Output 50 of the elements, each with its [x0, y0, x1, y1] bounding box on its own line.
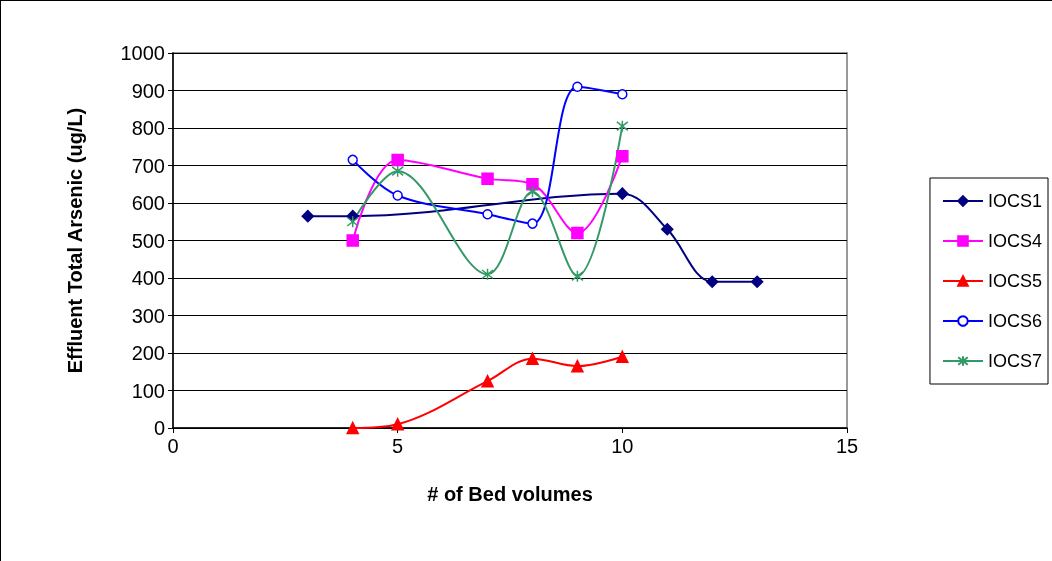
x-tick-label: 10 [611, 435, 634, 457]
point [705, 275, 719, 288]
point [526, 352, 539, 365]
point [391, 418, 404, 431]
point [571, 269, 584, 283]
point [391, 164, 404, 178]
point [482, 209, 493, 220]
y-axis-title: Effluent Total Arsenic (ug/L) [64, 107, 86, 374]
point [616, 187, 629, 200]
point [301, 209, 315, 223]
point [616, 149, 629, 163]
y-tick-label: 300 [131, 304, 165, 327]
point [661, 223, 674, 236]
point [346, 234, 359, 247]
legend-label: IOCS5 [987, 271, 1043, 291]
x-tick-label: 15 [835, 435, 859, 457]
point [391, 153, 404, 167]
point [346, 215, 359, 228]
point [571, 226, 584, 240]
point [617, 89, 628, 100]
point [572, 81, 583, 92]
y-tick-label: 800 [131, 117, 165, 139]
y-tick-label: 200 [131, 342, 165, 364]
legend-label: IOCS4 [987, 231, 1043, 251]
point [347, 154, 358, 166]
y-tick-label: 500 [131, 229, 165, 252]
point [481, 268, 494, 281]
x-axis-title: # of Bed volumes [427, 483, 593, 505]
y-tick-label: 600 [131, 192, 165, 214]
point [616, 350, 629, 363]
x-tick-label: 5 [392, 435, 404, 457]
y-tick-label: 400 [131, 267, 165, 289]
point [346, 421, 359, 435]
y-tick-label: 700 [131, 154, 165, 177]
point [526, 185, 539, 198]
point [481, 172, 494, 185]
y-tick-label: 900 [131, 79, 165, 102]
point [616, 119, 629, 133]
legend-label: IOCS6 [987, 311, 1043, 331]
point [750, 275, 764, 288]
point [527, 218, 538, 229]
point [571, 359, 584, 373]
y-tick-label: 1000 [120, 42, 165, 64]
y-tick-label: 100 [131, 379, 165, 402]
point [392, 190, 403, 201]
legend-label: IOCS7 [987, 351, 1043, 371]
legend-label: IOCS1 [987, 191, 1043, 211]
x-tick-label: 0 [167, 435, 179, 457]
y-tick-label: 0 [153, 417, 165, 439]
point [481, 374, 494, 388]
